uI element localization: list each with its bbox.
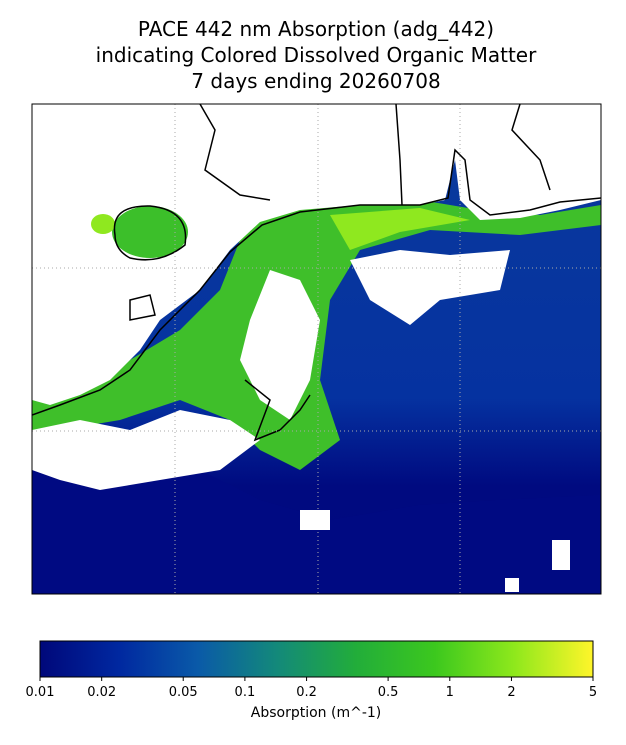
tick-label: 0.5 [378, 685, 399, 700]
no-data [350, 250, 510, 325]
tick-label: 1 [446, 685, 454, 700]
no-data [300, 510, 570, 592]
no-data [240, 270, 320, 420]
map [32, 104, 601, 594]
no-data [32, 410, 260, 490]
lake [91, 214, 115, 234]
tick-label: 2 [507, 685, 515, 700]
tick-label: 0.1 [235, 685, 256, 700]
land [32, 104, 601, 405]
lake [112, 206, 188, 258]
colorbar-label: Absorption (m^-1) [251, 705, 381, 721]
tick-label: 0.02 [87, 685, 116, 700]
tick-label: 5 [589, 685, 597, 700]
tick-label: 0.2 [296, 685, 317, 700]
map-frame [31, 103, 602, 595]
coastline [32, 104, 601, 442]
title-line: PACE 442 nm Absorption (adg_442) [138, 17, 494, 41]
tick-label: 0.05 [169, 685, 198, 700]
title-line: 7 days ending 20260708 [191, 69, 440, 93]
colorbar [39, 640, 594, 678]
tick-label: 0.01 [26, 685, 55, 700]
coastal-band [330, 208, 470, 250]
title-line: indicating Colored Dissolved Organic Mat… [96, 43, 537, 67]
